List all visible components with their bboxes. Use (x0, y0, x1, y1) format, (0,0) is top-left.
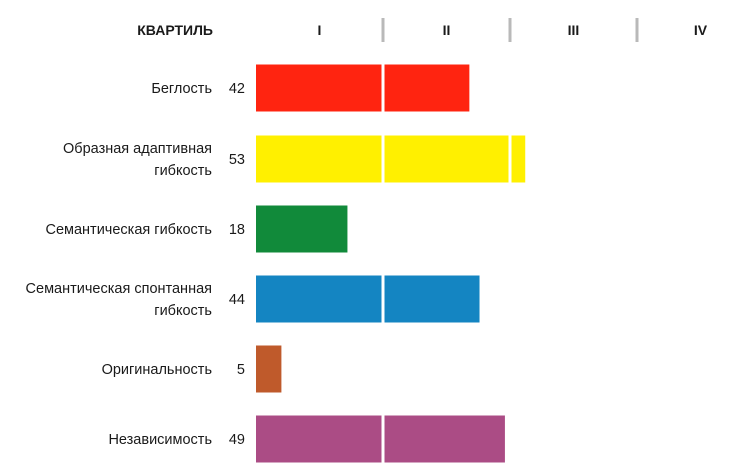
bar-5 (256, 345, 282, 393)
bars (256, 64, 526, 463)
bar-4 (256, 275, 480, 323)
bar-separator (381, 134, 385, 184)
quartile-label-1: I (318, 22, 322, 38)
bar-1 (256, 64, 470, 112)
value-label-6: 49 (229, 432, 245, 448)
quartile-label-4: IV (694, 22, 708, 38)
bar-separator (381, 414, 385, 464)
value-label-4: 44 (229, 292, 245, 308)
bar-2 (256, 135, 526, 183)
bar-separator (508, 134, 512, 184)
bar-separator (381, 274, 385, 324)
value-labels: 42 53 18 44 5 49 (229, 81, 245, 448)
category-label-6: Независимость (108, 432, 212, 448)
bar-separator (381, 63, 385, 113)
bar-6 (256, 415, 505, 463)
bar-3 (256, 205, 348, 253)
quartile-tick-1 (381, 18, 385, 42)
quartile-tick-3 (635, 18, 639, 42)
value-label-5: 5 (237, 362, 245, 378)
category-labels: Беглость Образная адаптивная гибкость Семан… (26, 81, 212, 448)
header-label: КВАРТИЛЬ (137, 22, 213, 38)
quartile-label-3: III (568, 22, 580, 38)
quartile-separators (381, 63, 512, 464)
quartile-label-2: II (443, 22, 451, 38)
value-label-3: 18 (229, 222, 245, 238)
category-label-4: Семантическая спонтанная гибкость (26, 281, 212, 319)
quartile-tick-2 (508, 18, 512, 42)
category-label-2: Образная адаптивная гибкость (63, 141, 212, 179)
category-label-3: Семантическая гибкость (45, 222, 212, 238)
value-label-2: 53 (229, 152, 245, 168)
value-label-1: 42 (229, 81, 245, 97)
category-label-1: Беглость (151, 81, 212, 97)
category-label-5: Оригинальность (102, 362, 212, 378)
quartile-headers: I II III IV (318, 18, 708, 42)
